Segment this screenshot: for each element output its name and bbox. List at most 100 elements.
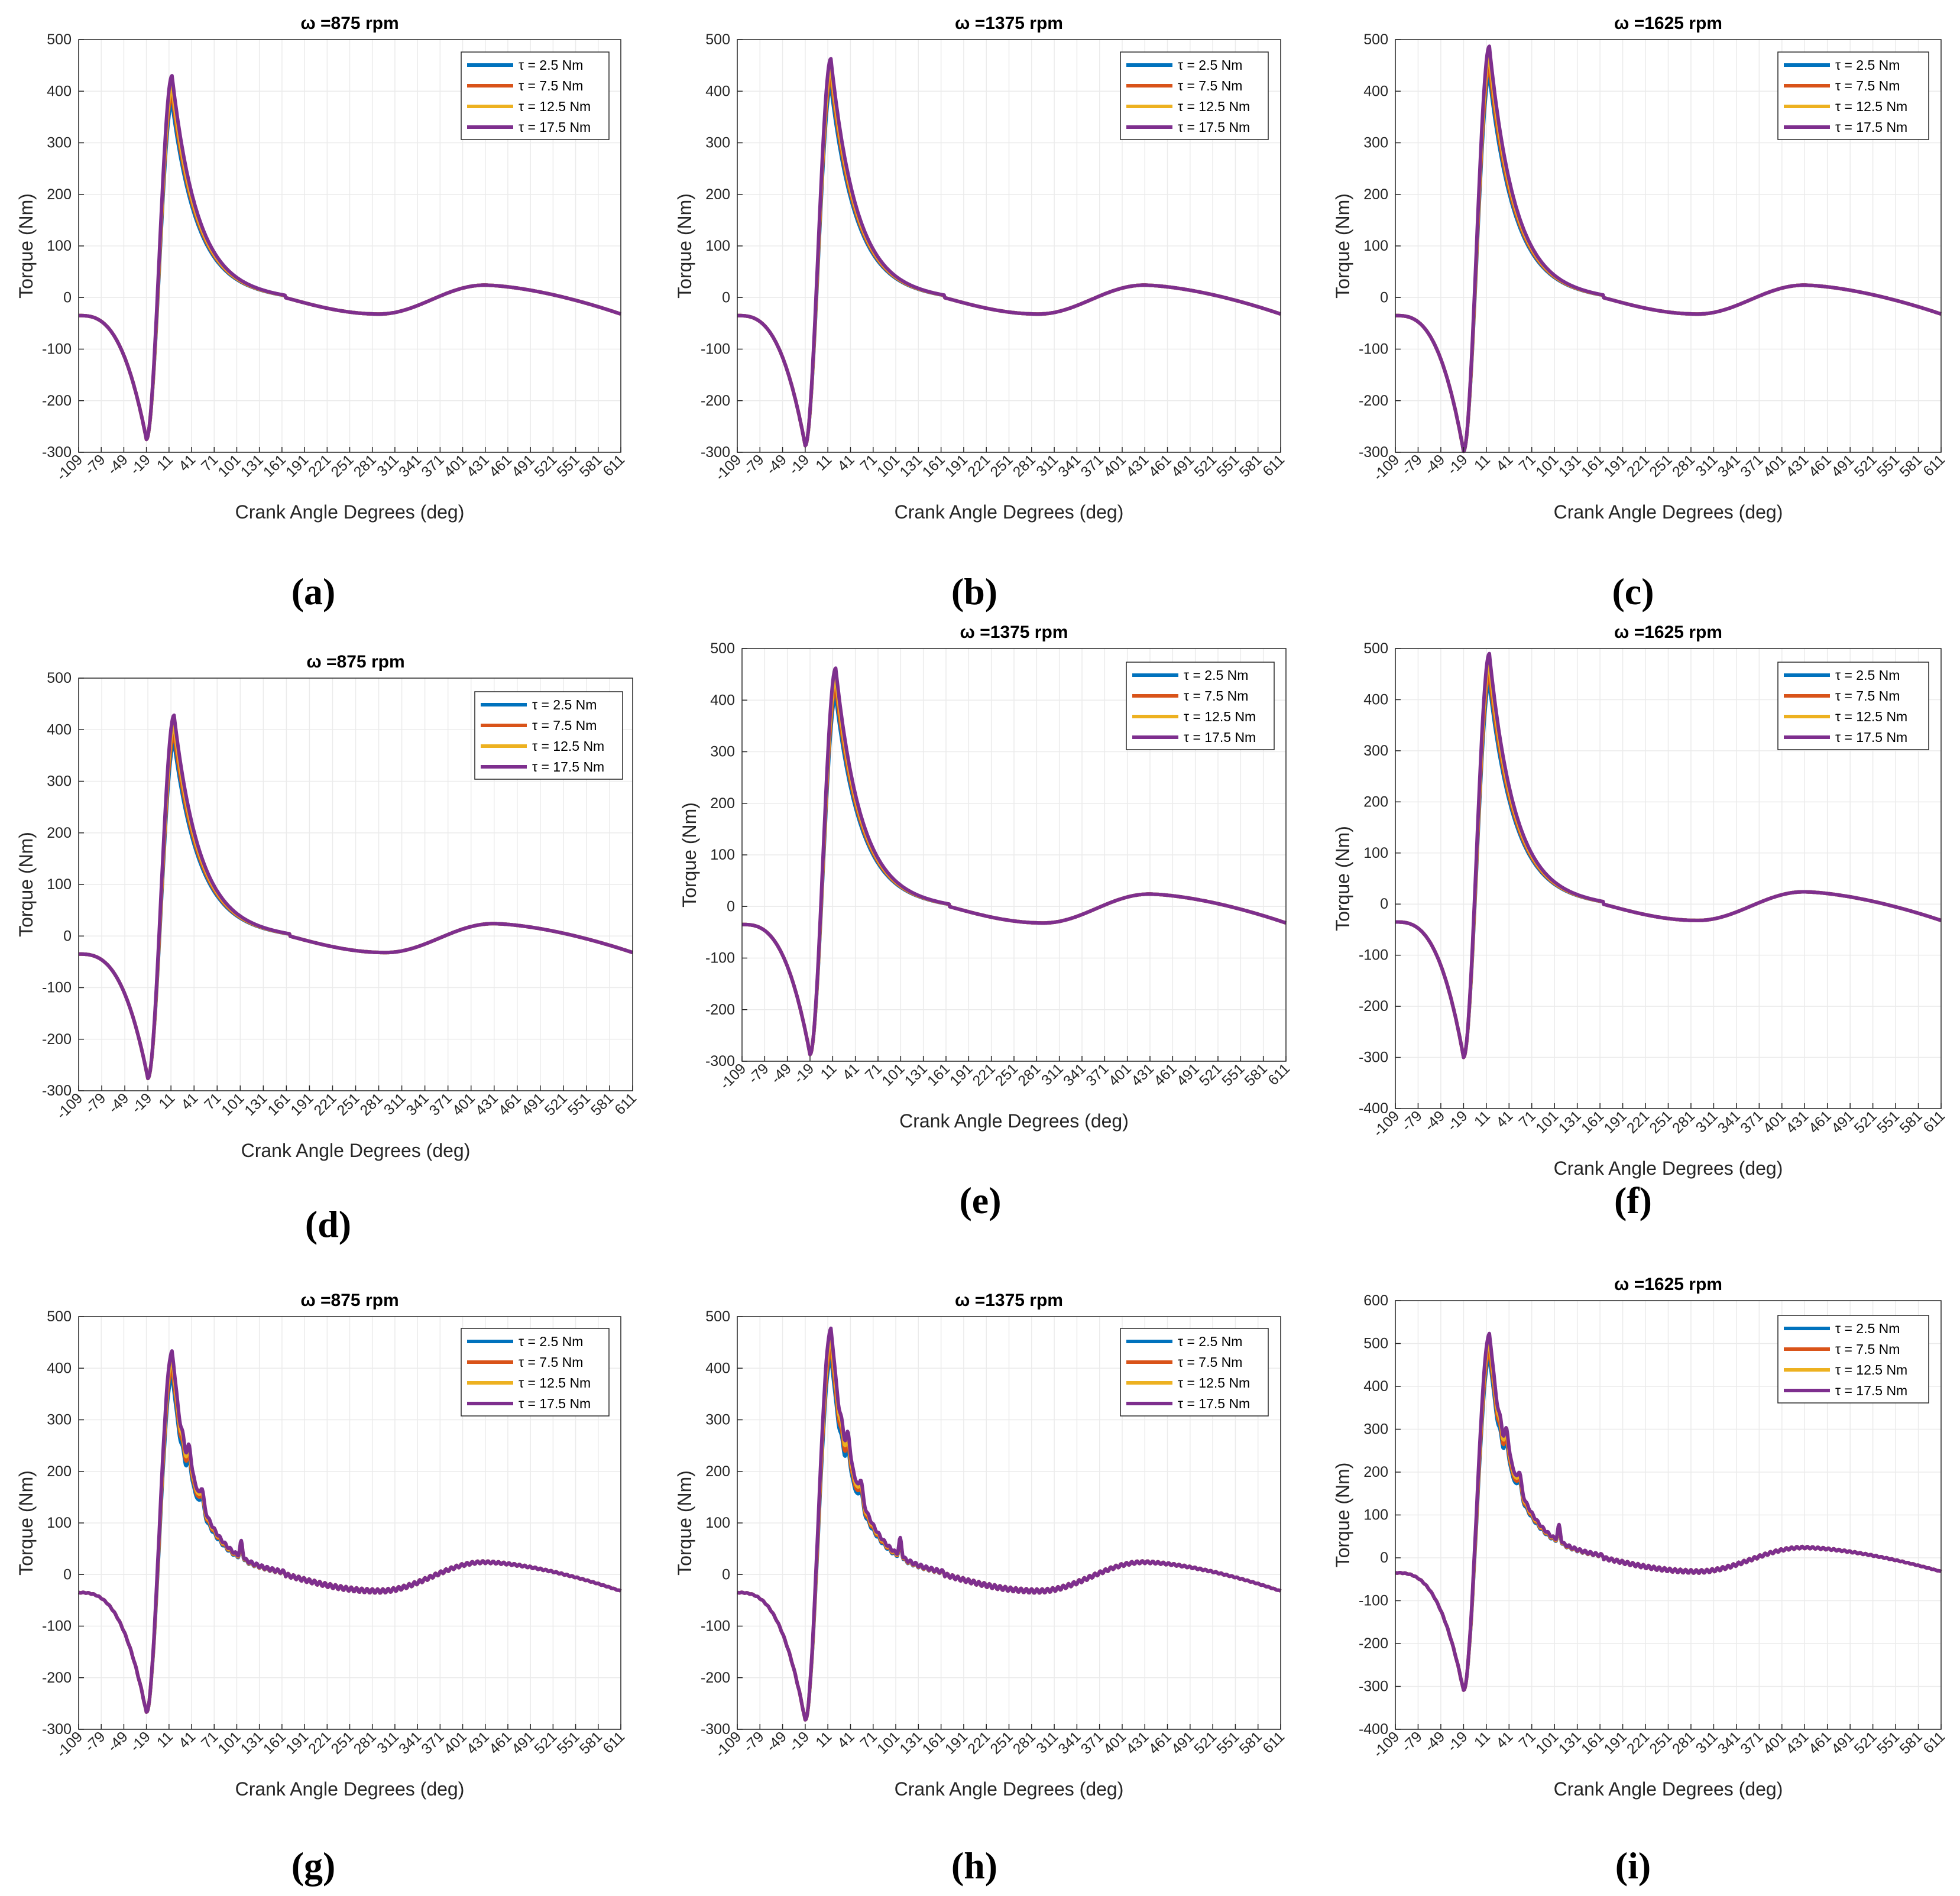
- x-tick-label: 161: [264, 1090, 293, 1119]
- x-tick-label: 251: [1646, 1728, 1675, 1757]
- y-tick-label: 300: [47, 773, 72, 790]
- x-tick-label: 401: [1760, 451, 1789, 480]
- x-tick-label: 311: [374, 451, 402, 479]
- chart-panel-a: -300-200-1000100200300400500-109-79-49-1…: [15, 14, 628, 612]
- x-tick-label: 41: [178, 1090, 201, 1113]
- x-tick-label: 161: [1578, 451, 1607, 480]
- y-tick-label: 100: [47, 876, 72, 893]
- y-tick-label: 500: [705, 1308, 730, 1325]
- x-tick-label: 371: [1737, 1728, 1766, 1757]
- x-tick-label: 401: [449, 1090, 478, 1119]
- y-tick-label: 600: [1363, 1292, 1388, 1309]
- x-tick-label: -79: [1398, 1728, 1425, 1755]
- x-tick-label: 551: [565, 1090, 594, 1119]
- y-tick-label: 300: [1363, 1421, 1388, 1438]
- x-tick-label: -79: [82, 1090, 109, 1116]
- x-tick-label: 341: [1715, 451, 1744, 480]
- y-tick-label: 0: [1380, 896, 1388, 912]
- y-tick-label: 500: [1363, 31, 1388, 48]
- x-tick-label: 581: [1896, 1107, 1925, 1136]
- x-tick-label: 161: [1578, 1728, 1607, 1757]
- x-tick-label: 11: [155, 1090, 178, 1112]
- x-tick-label: 101: [218, 1090, 247, 1119]
- subfigure-caption: (b): [951, 571, 997, 612]
- legend: τ = 2.5 Nm τ = 7.5 Nm τ = 12.5 Nm τ = 17.5 …: [461, 51, 610, 140]
- x-tick-label: 281: [1669, 1728, 1698, 1757]
- y-axis-label: Torque (Nm): [1332, 1463, 1353, 1568]
- y-tick-label: 200: [705, 1463, 730, 1480]
- chart-panel-d: -300-200-1000100200300400500-109-79-49-1…: [15, 652, 640, 1245]
- y-axis-label: Torque (Nm): [15, 1470, 37, 1576]
- x-tick-label: 11: [154, 451, 176, 474]
- x-tick-label: 221: [1624, 1728, 1653, 1757]
- x-tick-label: 491: [1828, 1107, 1857, 1136]
- x-tick-label: 281: [1669, 451, 1698, 480]
- legend-label: τ = 7.5 Nm: [519, 1354, 583, 1370]
- chart-title: ω =875 rpm: [300, 1291, 399, 1310]
- series-line-4: [736, 57, 1282, 448]
- y-tick-label: 100: [1363, 1507, 1388, 1524]
- x-tick-label: 41: [176, 1728, 199, 1751]
- x-tick-label: -49: [104, 1728, 131, 1755]
- y-tick-label: 0: [63, 1566, 72, 1583]
- x-tick-label: 461: [495, 1090, 524, 1119]
- x-tick-label: 521: [542, 1090, 571, 1119]
- legend-label: τ = 12.5 Nm: [519, 99, 591, 114]
- y-tick-label: 500: [47, 670, 72, 686]
- series-line-4: [77, 74, 622, 442]
- chart-title: ω =875 rpm: [300, 14, 399, 33]
- y-tick-label: 400: [1363, 1378, 1388, 1395]
- x-tick-label: -79: [82, 1728, 108, 1755]
- y-tick-label: -200: [705, 1002, 735, 1018]
- y-tick-label: -300: [42, 444, 72, 461]
- x-tick-label: 611: [1920, 1728, 1948, 1756]
- legend-label: τ = 2.5 Nm: [532, 697, 597, 712]
- x-tick-label: 581: [1896, 1728, 1925, 1757]
- x-tick-label: -79: [740, 451, 767, 478]
- y-axis-label: Torque (Nm): [15, 193, 37, 299]
- x-tick-label: 431: [472, 1090, 501, 1119]
- legend-label: τ = 2.5 Nm: [1835, 57, 1900, 73]
- y-tick-label: -200: [1359, 1635, 1388, 1652]
- legend-label: τ = 17.5 Nm: [1835, 119, 1907, 135]
- y-axis-label: Torque (Nm): [15, 832, 37, 937]
- x-tick-label: 461: [1806, 1107, 1835, 1136]
- y-tick-label: -200: [701, 393, 730, 409]
- y-tick-label: -400: [1359, 1100, 1388, 1117]
- y-tick-label: 300: [710, 744, 735, 760]
- x-tick-label: 431: [1783, 451, 1812, 480]
- y-tick-label: -300: [1359, 1049, 1388, 1066]
- legend: τ = 2.5 Nm τ = 7.5 Nm τ = 12.5 Nm τ = 17.5 …: [1126, 662, 1275, 750]
- legend-label: τ = 2.5 Nm: [1178, 1334, 1242, 1349]
- series-line-4: [77, 1349, 622, 1714]
- x-axis-label: Crank Angle Degrees (deg): [895, 1778, 1124, 1800]
- legend-label: τ = 17.5 Nm: [519, 119, 591, 135]
- x-tick-label: 311: [381, 1090, 409, 1118]
- subfigure-caption: (d): [305, 1203, 351, 1245]
- x-tick-label: 611: [1920, 451, 1948, 479]
- subfigure-caption: (h): [951, 1845, 997, 1887]
- x-tick-label: 41: [1493, 451, 1516, 474]
- x-tick-label: -79: [740, 1728, 767, 1755]
- y-tick-label: -200: [1359, 393, 1388, 409]
- x-tick-label: -19: [127, 451, 154, 478]
- x-tick-label: -49: [768, 1060, 795, 1087]
- x-tick-label: 611: [1259, 1728, 1288, 1756]
- x-tick-label: 611: [600, 1728, 628, 1756]
- series-line-4: [741, 666, 1287, 1056]
- y-tick-label: 100: [47, 238, 72, 254]
- legend-label: τ = 12.5 Nm: [1835, 99, 1907, 114]
- x-tick-label: 131: [1556, 1728, 1585, 1757]
- y-tick-label: -100: [42, 980, 72, 996]
- x-tick-label: 491: [1828, 1728, 1857, 1757]
- legend-label: τ = 12.5 Nm: [1178, 99, 1250, 114]
- legend-label: τ = 17.5 Nm: [1178, 1396, 1250, 1411]
- x-tick-label: 551: [1874, 1107, 1903, 1136]
- x-tick-label: -19: [1444, 1107, 1470, 1134]
- y-tick-label: 300: [705, 1412, 730, 1428]
- y-tick-label: 0: [722, 1566, 730, 1583]
- y-axis-label: Torque (Nm): [679, 802, 700, 908]
- x-tick-label: 341: [1715, 1728, 1744, 1757]
- x-tick-label: -19: [791, 1060, 817, 1087]
- y-tick-label: -100: [1359, 947, 1388, 964]
